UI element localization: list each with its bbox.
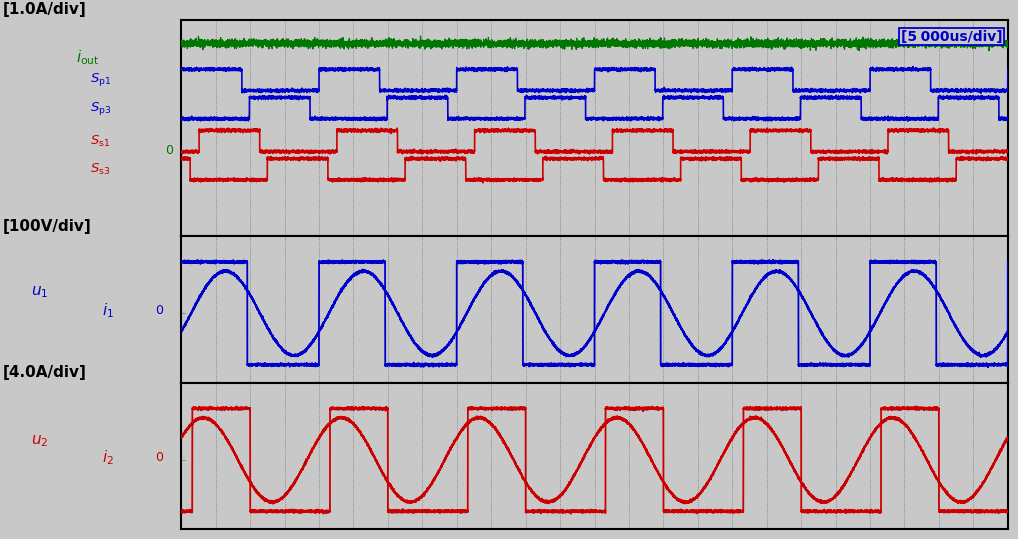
Text: $S_{\rm s3}$: $S_{\rm s3}$: [90, 162, 110, 177]
Text: [5 000us/div]: [5 000us/div]: [901, 30, 1003, 44]
Text: $u_1$: $u_1$: [31, 284, 48, 300]
Text: [1.0A/div]: [1.0A/div]: [3, 2, 87, 17]
Text: $S_{\rm p3}$: $S_{\rm p3}$: [90, 100, 111, 116]
Text: $i_1$: $i_1$: [102, 301, 114, 320]
Text: $S_{\rm s1}$: $S_{\rm s1}$: [90, 134, 110, 149]
Text: 0: 0: [155, 304, 163, 317]
Text: $S_{\rm p1}$: $S_{\rm p1}$: [90, 71, 111, 88]
Text: [4.0A/div]: [4.0A/div]: [3, 365, 87, 380]
Text: $i_{\rm out}$: $i_{\rm out}$: [76, 48, 100, 67]
Text: $u_2$: $u_2$: [31, 433, 48, 449]
Text: 0: 0: [165, 144, 173, 157]
Text: [100V/div]: [100V/div]: [3, 218, 92, 233]
Text: $i_2$: $i_2$: [102, 448, 114, 467]
Text: 0: 0: [155, 451, 163, 464]
